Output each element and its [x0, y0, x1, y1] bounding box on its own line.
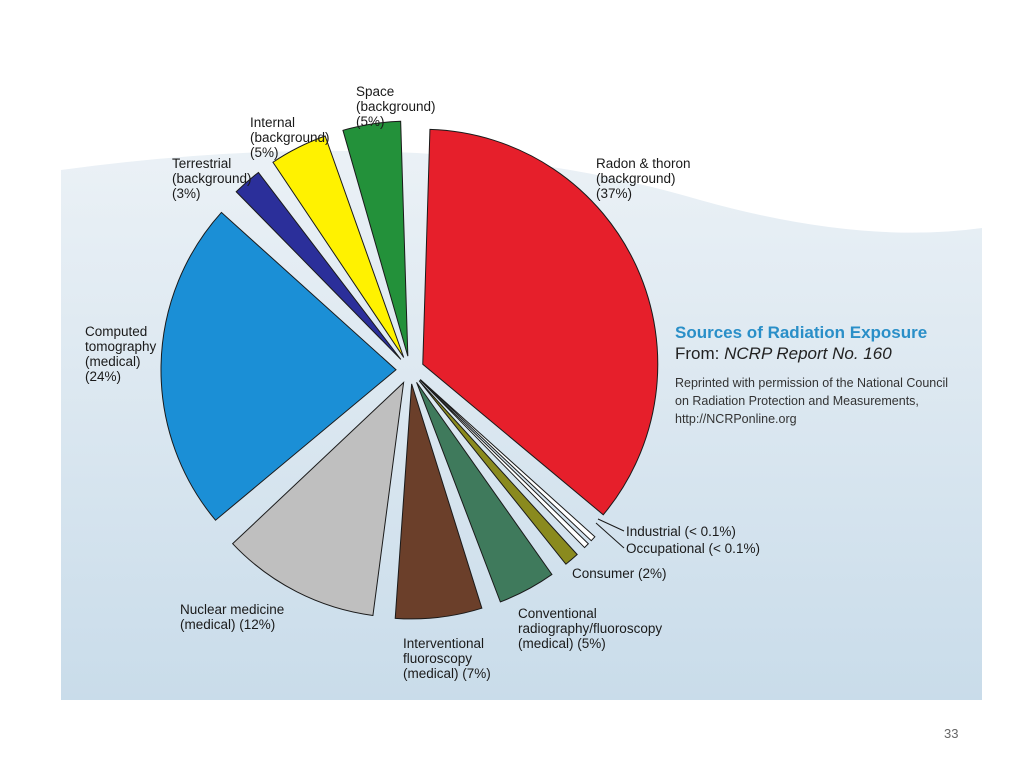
slice-label: Radon & thoron (background) (37%): [596, 156, 691, 201]
caption-title: Sources of Radiation Exposure: [675, 323, 928, 342]
slice-label: Internal (background) (5%): [250, 115, 330, 160]
slice-label: Consumer (2%): [572, 566, 667, 581]
pie-slice: [272, 135, 405, 358]
chart-caption: Sources of Radiation Exposure From: NCRP…: [675, 322, 965, 428]
slice-label: Terrestrial (background) (3%): [172, 156, 252, 201]
pie-slices: [160, 120, 659, 620]
pie-slice: [416, 382, 553, 603]
pie-slice: [419, 379, 596, 542]
slice-label: Space (background) (5%): [356, 84, 436, 129]
caption-permission-note: Reprinted with permission of the Nationa…: [675, 376, 949, 426]
slice-label: Nuclear medicine (medical) (12%): [180, 602, 284, 632]
page-number: 33: [944, 726, 959, 741]
pie-slice: [342, 120, 409, 357]
slice-label: Computed tomography (medical) (24%): [85, 324, 157, 384]
pie-slice: [160, 211, 397, 521]
slice-label: Interventional fluoroscopy (medical) (7%): [403, 636, 491, 681]
slice-label: Conventional radiography/fluoroscopy (medi…: [518, 606, 662, 651]
slice-label: Industrial (< 0.1%): [626, 524, 736, 539]
pie-slice: [422, 128, 659, 516]
pie-slice: [418, 380, 578, 565]
slice-labels: Radon & thoron (background) (37%) Industria…: [85, 84, 760, 681]
pie-slice: [231, 381, 405, 617]
leader-line: [595, 522, 625, 549]
pie-slice: [235, 171, 402, 360]
pie-slice: [394, 383, 483, 620]
caption-from-prefix: From:: [675, 344, 725, 363]
caption-report: NCRP Report No. 160: [724, 344, 892, 363]
pie-slice: [419, 379, 590, 549]
slice-label: Occupational (< 0.1%): [626, 541, 760, 556]
leader-line: [597, 518, 625, 532]
caption-source: From: NCRP Report No. 160: [675, 343, 965, 364]
